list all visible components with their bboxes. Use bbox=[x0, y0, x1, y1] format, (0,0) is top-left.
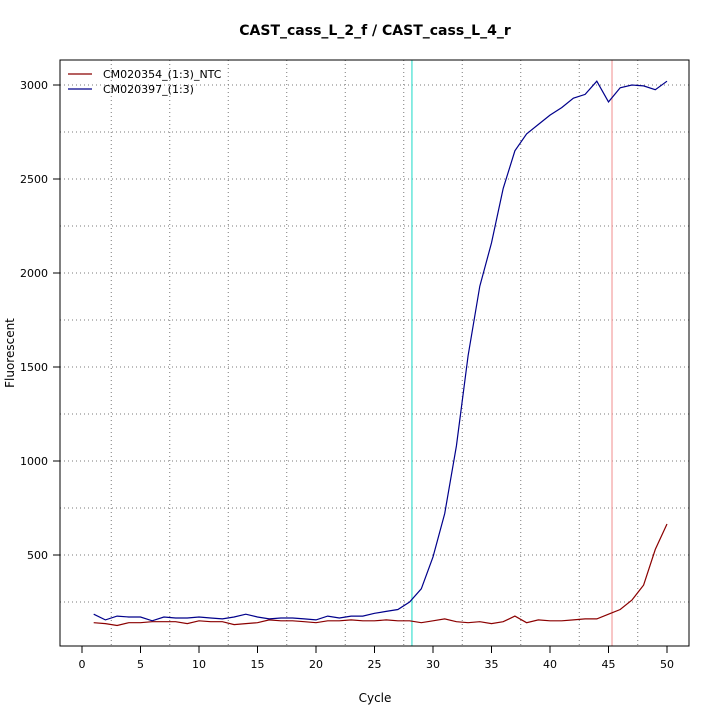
series-lines bbox=[93, 80, 668, 627]
x-tick-label: 50 bbox=[660, 658, 674, 671]
y-tick-label: 2000 bbox=[20, 267, 48, 280]
grid bbox=[60, 60, 689, 646]
x-tick-label: 45 bbox=[602, 658, 616, 671]
y-axis-label: Fluorescent bbox=[3, 318, 17, 388]
series-line-1 bbox=[93, 523, 668, 627]
x-axis-label: Cycle bbox=[359, 691, 392, 705]
series-line-2 bbox=[93, 80, 668, 622]
x-tick-label: 30 bbox=[426, 658, 440, 671]
x-tick-label: 15 bbox=[251, 658, 265, 671]
plot-frame bbox=[59, 59, 690, 647]
x-tick-label: 35 bbox=[485, 658, 499, 671]
y-tick-label: 3000 bbox=[20, 79, 48, 92]
x-tick-label: 25 bbox=[368, 658, 382, 671]
x-tick-label: 20 bbox=[309, 658, 323, 671]
y-axis: 500 1000 1500 2000 2500 3000 bbox=[20, 79, 61, 562]
legend-label: CM020354_(1:3)_NTC bbox=[103, 68, 222, 81]
x-tick-label: 10 bbox=[192, 658, 206, 671]
x-tick-label: 5 bbox=[137, 658, 144, 671]
x-axis: 0 5 10 15 20 25 30 35 40 45 50 bbox=[79, 645, 674, 671]
y-tick-label: 1500 bbox=[20, 361, 48, 374]
x-tick-label: 40 bbox=[543, 658, 557, 671]
legend: CM020354_(1:3)_NTC CM020397_(1:3) bbox=[68, 68, 222, 96]
y-tick-label: 500 bbox=[27, 549, 48, 562]
y-tick-label: 2500 bbox=[20, 173, 48, 186]
chart-title: CAST_cass_L_2_f / CAST_cass_L_4_r bbox=[239, 23, 511, 39]
x-tick-label: 0 bbox=[79, 658, 86, 671]
threshold-lines bbox=[411, 60, 613, 646]
y-tick-label: 1000 bbox=[20, 455, 48, 468]
legend-label: CM020397_(1:3) bbox=[103, 83, 194, 96]
